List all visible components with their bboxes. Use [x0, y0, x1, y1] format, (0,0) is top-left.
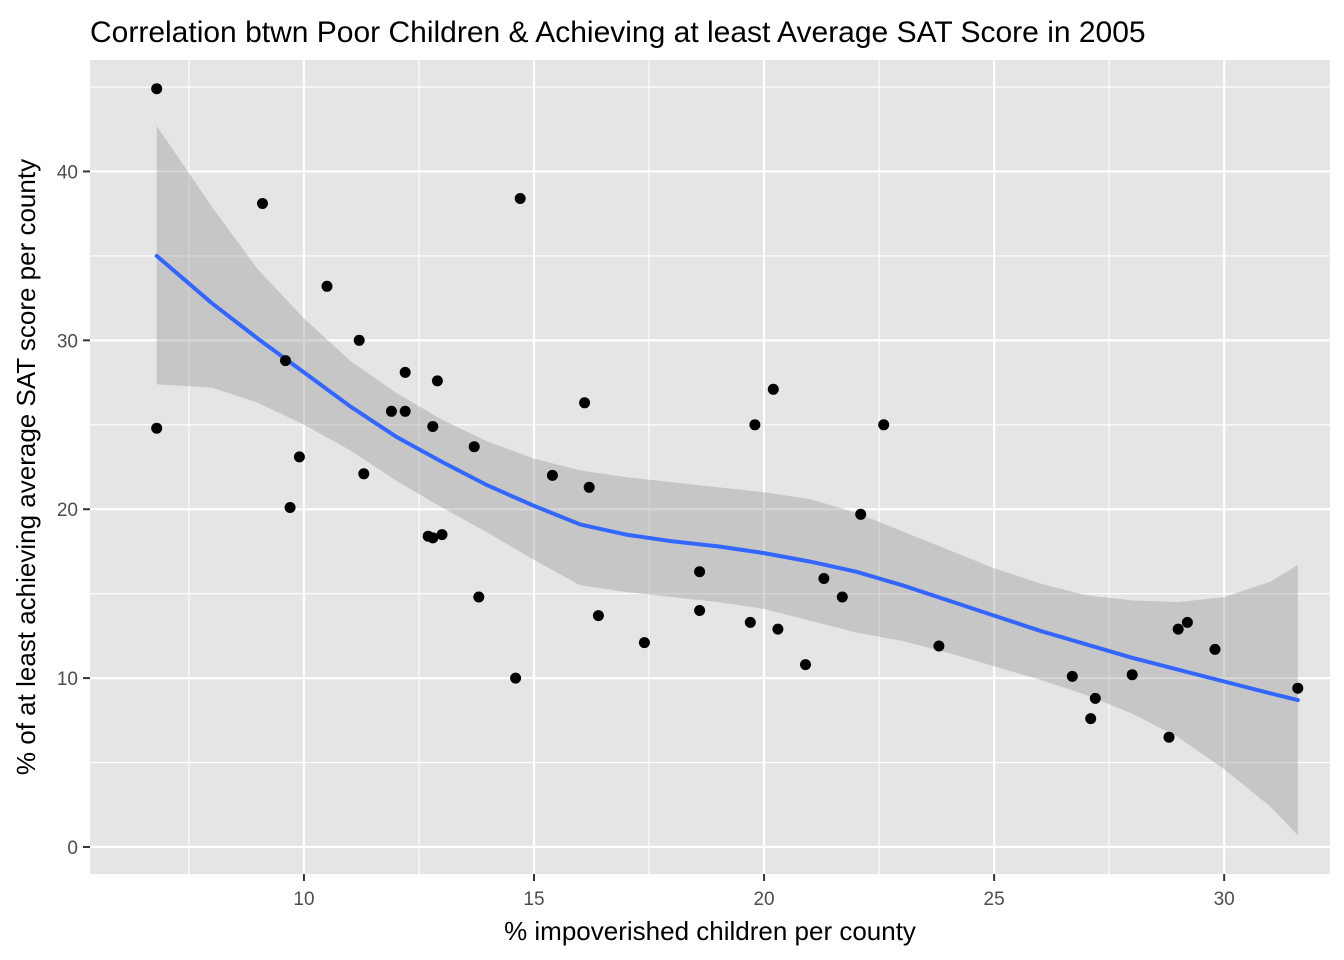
data-point [638, 637, 650, 649]
data-point [468, 441, 480, 453]
y-tick-label: 40 [57, 162, 78, 183]
data-point [1089, 692, 1101, 704]
data-point [855, 508, 867, 520]
x-tick-label: 10 [293, 889, 314, 910]
data-point [358, 468, 370, 480]
data-point [399, 405, 411, 417]
x-tick-label: 20 [753, 889, 774, 910]
data-point [878, 419, 890, 431]
data-point [427, 532, 439, 544]
smooth-line-layer [154, 253, 1300, 703]
data-point [280, 355, 291, 367]
x-axis: 10 15 20 25 30 [293, 874, 1235, 910]
y-axis-title: % of at least achieving average SAT scor… [11, 159, 41, 775]
data-point [510, 672, 522, 684]
data-point [1066, 670, 1078, 682]
data-point [1292, 682, 1304, 694]
data-point [836, 591, 848, 603]
data-point [431, 375, 443, 387]
data-point [800, 659, 811, 671]
plot-panel [90, 60, 1330, 874]
data-point [694, 566, 706, 578]
data-point [151, 422, 163, 434]
grid-minor [90, 60, 1330, 874]
data-point [818, 573, 830, 584]
data-point [579, 397, 591, 409]
y-axis: 0 10 20 30 40 [57, 162, 90, 859]
data-point [694, 605, 706, 616]
data-point [385, 405, 397, 417]
data-point [1126, 669, 1138, 681]
x-tick-label: 25 [984, 889, 1005, 910]
data-point [257, 198, 268, 209]
data-point [473, 591, 485, 603]
data-point [1181, 616, 1193, 628]
data-point [933, 640, 945, 652]
data-point [353, 334, 365, 346]
data-point [1085, 713, 1097, 725]
y-tick-label: 20 [57, 500, 78, 521]
data-point [1163, 731, 1175, 743]
data-point [772, 623, 784, 635]
data-point [592, 610, 604, 622]
data-point [749, 419, 761, 431]
data-point [321, 280, 333, 292]
y-tick-label: 0 [67, 838, 78, 859]
x-tick-label: 30 [1214, 889, 1235, 910]
grid-major [90, 60, 1330, 874]
data-point [767, 383, 779, 395]
data-point [436, 529, 448, 541]
data-point [293, 451, 305, 463]
data-point [284, 502, 296, 513]
data-point [151, 83, 163, 95]
x-axis-title: % impoverished children per county [504, 916, 916, 946]
confidence-band-layer [156, 125, 1298, 836]
data-point [583, 481, 595, 493]
smooth-line [154, 253, 1300, 703]
points-layer [151, 83, 1304, 743]
data-point [399, 366, 411, 378]
y-tick-label: 30 [57, 331, 78, 352]
data-point [427, 421, 439, 432]
data-point [546, 469, 558, 481]
y-tick-label: 10 [57, 669, 78, 690]
chart-title: Correlation btwn Poor Children & Achievi… [90, 16, 1146, 49]
x-tick-label: 15 [523, 889, 544, 910]
data-point [1209, 643, 1221, 655]
data-point [744, 616, 756, 628]
confidence-band [156, 125, 1298, 836]
data-point [514, 193, 526, 204]
data-point [1172, 623, 1184, 635]
